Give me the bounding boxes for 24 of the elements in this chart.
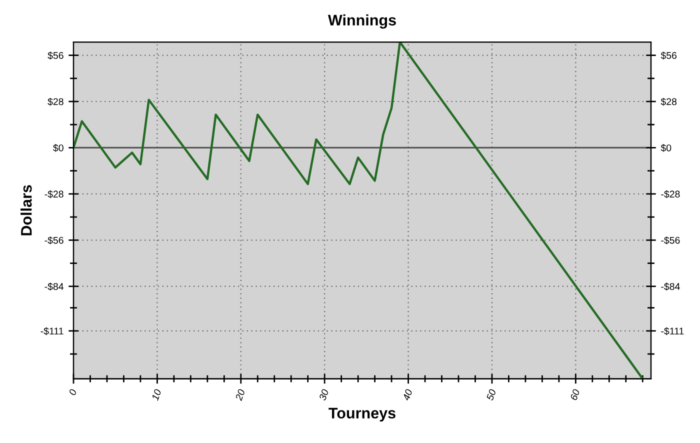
x-tick-label: 40	[402, 388, 413, 402]
y2-tick-label: $0	[660, 144, 672, 152]
y2-tick-label: $28	[660, 98, 677, 106]
y-tick-label: -$28	[44, 190, 64, 198]
x-tick-label: 10	[151, 388, 162, 401]
y-axis-title: Dollars	[20, 185, 32, 236]
x-tick-label: 0	[68, 388, 77, 396]
x-tick-label: 60	[570, 388, 580, 401]
y-tick-label: $56	[48, 52, 64, 60]
y-tick-label: -$111	[40, 327, 64, 336]
y2-tick-label: -$28	[661, 190, 680, 198]
y-tick-label: -$84	[44, 282, 64, 291]
x-tick-label: 50	[486, 388, 496, 401]
y-tick-label: $0	[53, 144, 64, 152]
y2-tick-label: -$111	[661, 327, 684, 336]
y-tick-label: $28	[48, 98, 64, 106]
chart-title: Winnings	[328, 14, 396, 29]
x-axis-title: Tourneys	[328, 408, 396, 422]
x-tick-label: 20	[235, 388, 246, 402]
y2-tick-label: $56	[660, 52, 677, 60]
y2-tick-label: -$84	[661, 282, 680, 291]
y2-tick-label: -$56	[661, 236, 680, 244]
y-tick-label: -$56	[44, 236, 64, 244]
x-tick-label: 30	[318, 388, 329, 401]
